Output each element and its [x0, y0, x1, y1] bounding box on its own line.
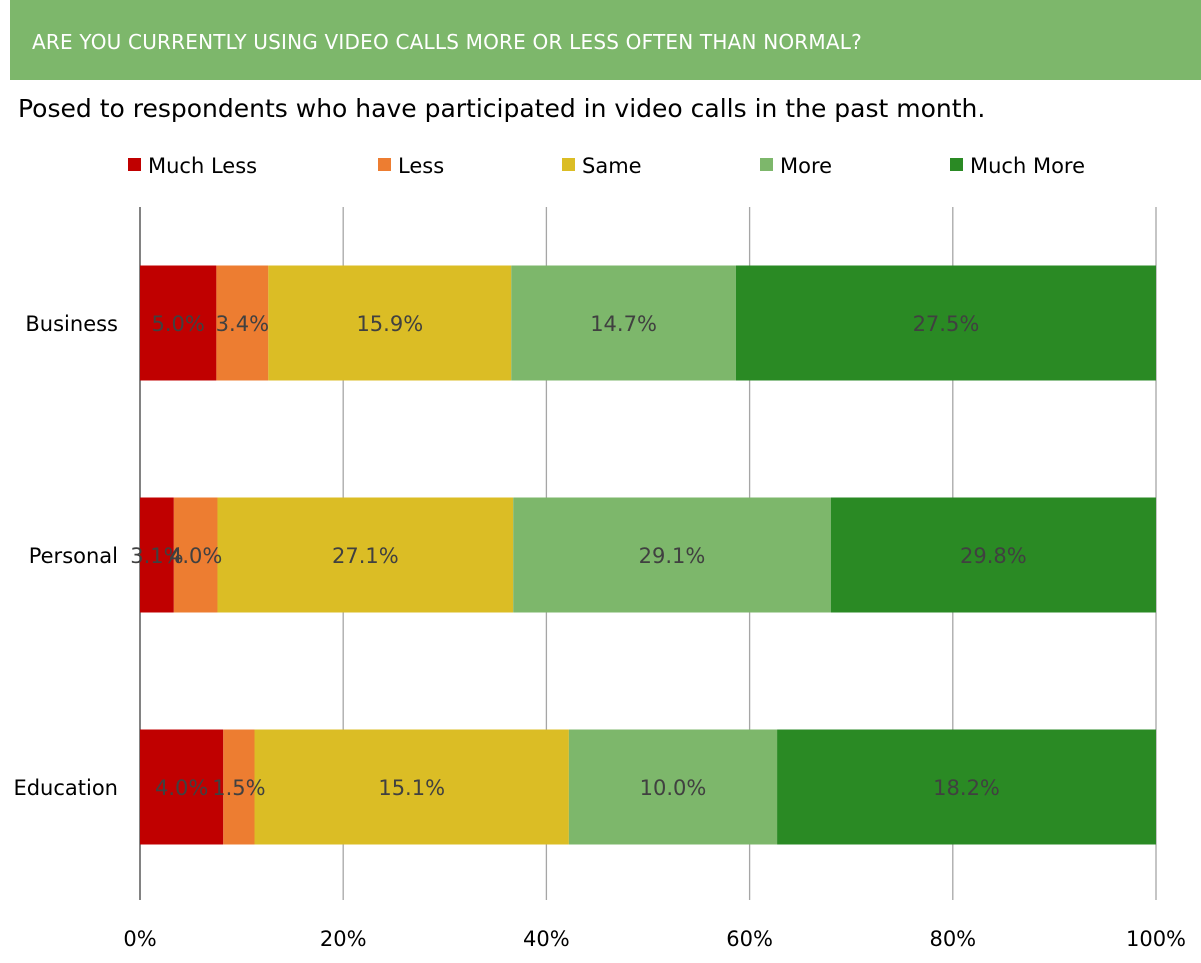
bar-segment — [140, 497, 174, 613]
bar-segment — [254, 729, 569, 845]
legend-swatch — [128, 158, 141, 171]
x-tick-label: 60% — [726, 927, 773, 951]
bar-segment — [830, 497, 1156, 613]
bar-segment — [568, 729, 778, 845]
x-tick-labels: 0% 20% 40% 60% 80% 100% — [123, 927, 1186, 951]
legend-label: More — [780, 154, 832, 178]
data-label: 4.0% — [155, 776, 208, 800]
chart-title: ARE YOU CURRENTLY USING VIDEO CALLS MORE… — [32, 30, 862, 54]
data-label: 15.1% — [378, 776, 445, 800]
legend: Much Less Less Same More Much More — [128, 154, 1085, 178]
data-label: 14.7% — [590, 312, 657, 336]
bar-segment — [268, 265, 512, 381]
data-labels: 5.0% 3.4% 15.9% 14.7% 27.5%3.1%4.0% 27.1% 29.1… — [130, 312, 1027, 800]
bar-segment — [216, 265, 269, 381]
legend-swatch — [562, 158, 575, 171]
x-tick-label: 20% — [320, 927, 367, 951]
data-label: 27.5% — [913, 312, 980, 336]
legend-label: Same — [582, 154, 642, 178]
data-label: 5.0% — [152, 312, 205, 336]
bar-segment — [140, 265, 217, 381]
bar-segment — [217, 497, 514, 613]
bar-segment — [777, 729, 1156, 845]
category-label: Personal — [29, 544, 118, 568]
x-tick-label: 40% — [523, 927, 570, 951]
data-label: 18.2% — [933, 776, 1000, 800]
data-label: 3.1% — [130, 544, 183, 568]
legend-label: Less — [398, 154, 444, 178]
category-label: Business — [25, 312, 118, 336]
legend-label: Much Less — [148, 154, 257, 178]
legend-swatch — [760, 158, 773, 171]
x-tick-label: 0% — [123, 927, 156, 951]
chart-subtitle: Posed to respondents who have participat… — [18, 94, 986, 123]
legend-swatch — [378, 158, 391, 171]
bar-segment — [513, 497, 831, 613]
x-tick-label: 80% — [929, 927, 976, 951]
bar-segment — [173, 497, 218, 613]
data-label: 27.1% — [332, 544, 399, 568]
data-label: 29.1% — [639, 544, 706, 568]
title-banner: ARE YOU CURRENTLY USING VIDEO CALLS MORE… — [10, 0, 1201, 80]
bar-segment — [140, 729, 224, 845]
data-label: 3.4% — [216, 312, 269, 336]
data-label: 1.5% — [212, 776, 265, 800]
data-label: 4.0% — [169, 544, 222, 568]
bar-segment — [511, 265, 736, 381]
legend-label: Much More — [970, 154, 1085, 178]
bar-segment — [223, 729, 255, 845]
category-labels: Business Personal Education — [13, 312, 118, 800]
bar-segment — [735, 265, 1156, 381]
data-label: 15.9% — [356, 312, 423, 336]
x-tick-label: 100% — [1126, 927, 1186, 951]
category-label: Education — [13, 776, 118, 800]
data-label: 29.8% — [960, 544, 1027, 568]
bars — [140, 265, 1156, 845]
data-label: 10.0% — [640, 776, 707, 800]
legend-swatch — [950, 158, 963, 171]
